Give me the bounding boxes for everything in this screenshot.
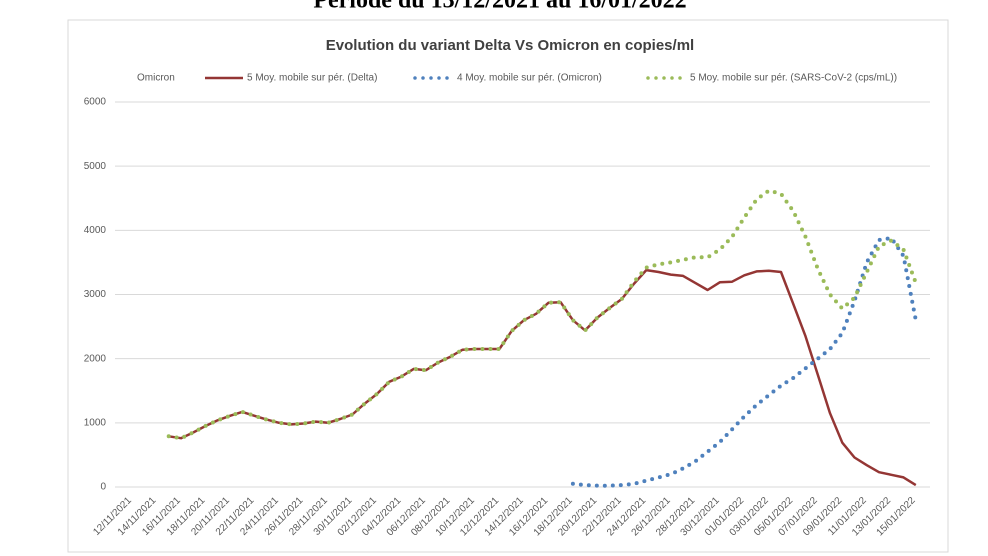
y-tick-label: 5000 [84,161,107,172]
legend-label: Omicron [137,73,175,84]
y-tick-label: 1000 [84,417,107,428]
chart-title: Evolution du variant Delta Vs Omicron en… [326,37,694,54]
y-tick-label: 3000 [84,289,107,300]
legend-label: 5 Moy. mobile sur pér. (Delta) [247,73,377,84]
chart-frame [67,19,949,553]
series-line [570,235,918,488]
y-tick-label: 0 [100,482,106,493]
legend-label: 4 Moy. mobile sur pér. (Omicron) [457,73,602,84]
y-tick-label: 6000 [84,97,107,108]
y-tick-label: 4000 [84,225,107,236]
legend-label: 5 Moy. mobile sur pér. (SARS-CoV-2 (cps/… [690,73,897,84]
page-title: Période du 13/12/2021 au 16/01/2022 [313,0,686,14]
series-line [168,268,917,487]
series-line [166,188,918,441]
y-tick-label: 2000 [84,353,107,364]
